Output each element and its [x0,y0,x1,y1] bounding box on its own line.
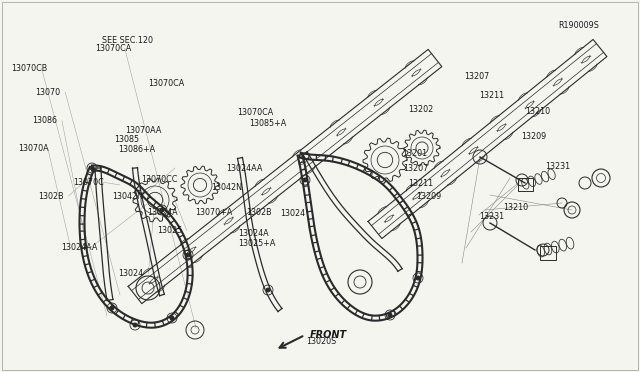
Text: 13070AA: 13070AA [125,126,161,135]
Text: 13211: 13211 [479,92,504,100]
Text: 13211: 13211 [408,179,433,187]
Text: 13085+A: 13085+A [250,119,287,128]
Text: 13209: 13209 [522,132,547,141]
Text: R190009S: R190009S [558,21,599,30]
Text: 13042N: 13042N [112,192,143,201]
Text: 13210: 13210 [525,107,550,116]
Text: 13070CA: 13070CA [148,79,185,88]
Text: 13207: 13207 [403,164,428,173]
Circle shape [132,323,138,327]
Text: 13024A: 13024A [147,208,178,217]
Text: 13231: 13231 [545,162,570,171]
Text: 13024AA: 13024AA [227,164,263,173]
Text: 1302B: 1302B [38,192,64,201]
Text: 13024: 13024 [118,269,143,278]
Circle shape [186,253,191,257]
Text: 13086+A: 13086+A [118,145,156,154]
Text: 13210: 13210 [503,203,528,212]
Text: 13070CA: 13070CA [237,108,273,117]
Text: 13085: 13085 [114,135,139,144]
Text: SEE SEC.120: SEE SEC.120 [102,36,154,45]
Text: 13025: 13025 [157,226,182,235]
Circle shape [266,288,271,292]
Text: 1302B: 1302B [246,208,272,217]
Circle shape [159,208,164,212]
Text: 13020S: 13020S [306,337,336,346]
Text: 13070CC: 13070CC [141,175,177,184]
Text: 13070CA: 13070CA [95,44,131,53]
Text: 13024A: 13024A [238,229,269,238]
Text: 13042N: 13042N [211,183,242,192]
Circle shape [415,276,420,280]
Circle shape [90,166,95,170]
Text: 13070A: 13070A [18,144,49,153]
Text: 13202: 13202 [408,105,433,114]
Text: 13070+A: 13070+A [195,208,232,217]
Text: 13207: 13207 [464,72,489,81]
Text: 13024AA: 13024AA [61,243,97,252]
Text: 13025+A: 13025+A [238,239,275,248]
Text: 13070C: 13070C [74,178,104,187]
Circle shape [303,177,307,183]
Circle shape [170,315,175,321]
Circle shape [109,305,115,311]
Text: 13231: 13231 [479,212,504,221]
Text: 13024: 13024 [280,209,305,218]
Bar [518,178,533,191]
Text: 13201: 13201 [403,149,428,158]
Text: FRONT: FRONT [310,330,347,340]
Text: 13070CB: 13070CB [12,64,48,73]
Text: 13086: 13086 [32,116,57,125]
Text: 13070: 13070 [35,88,60,97]
Circle shape [387,312,392,317]
Text: 13209: 13209 [416,192,441,201]
Bar [540,246,556,260]
